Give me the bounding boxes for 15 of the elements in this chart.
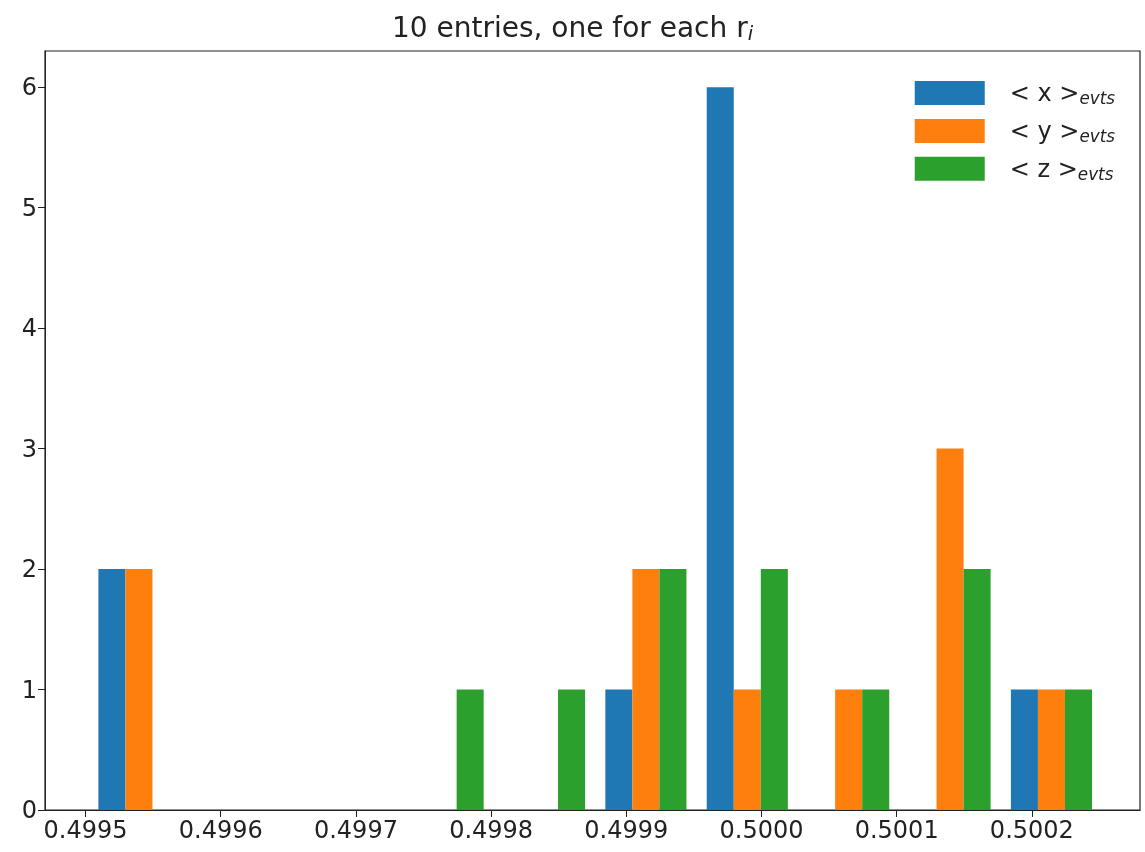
x-tick-label: 0.4997 [313, 816, 398, 844]
x-tick-label: 0.4995 [43, 816, 128, 844]
y-tick-label: 3 [21, 434, 37, 463]
y-tick-label: 1 [21, 675, 37, 704]
y-tick-label: 5 [21, 193, 37, 222]
x-tick-label: 0.5000 [719, 816, 804, 844]
x-tick-label: 0.4999 [584, 816, 669, 844]
x-tick-label: 0.5001 [854, 816, 939, 844]
x-tick-label: 0.4998 [449, 816, 534, 844]
y-tick-label: 0 [21, 796, 37, 824]
y-tick-label: 4 [21, 314, 37, 343]
x-tick-label: 0.5002 [989, 816, 1074, 844]
x-tick-label: 0.4996 [178, 816, 263, 844]
y-tick-label: 6 [21, 73, 37, 102]
y-tick-label: 2 [21, 555, 37, 584]
